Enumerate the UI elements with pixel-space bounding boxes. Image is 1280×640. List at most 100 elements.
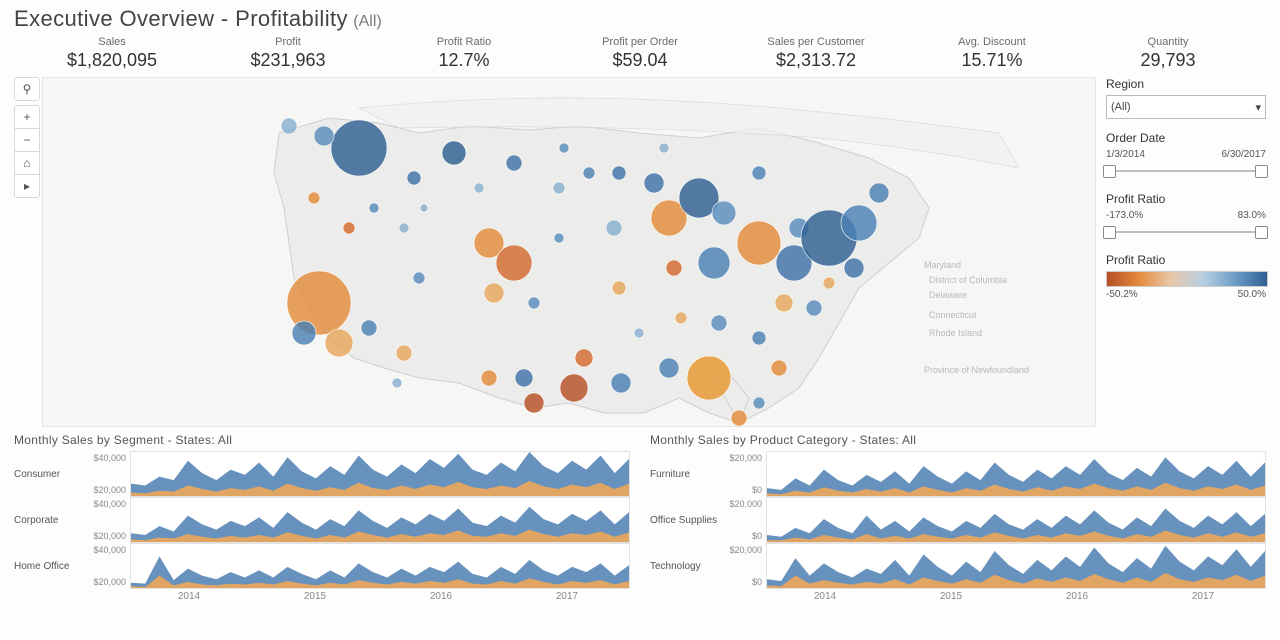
kpi-label: Profit Ratio bbox=[376, 36, 552, 48]
svg-text:Province of Newfoundland: Province of Newfoundland bbox=[924, 365, 1029, 375]
order-date-min: 1/3/2014 bbox=[1106, 149, 1145, 160]
svg-text:Delaware: Delaware bbox=[929, 290, 967, 300]
profit-ratio-filter: Profit Ratio -173.0% 83.0% bbox=[1106, 192, 1266, 241]
profit-ratio-slider[interactable] bbox=[1106, 221, 1266, 241]
kpi-row: Sales $1,820,095Profit $231,963Profit Ra… bbox=[0, 32, 1280, 77]
chart-row: Corporate$40,000$20,000 bbox=[14, 497, 630, 543]
home-icon[interactable]: ⌂ bbox=[15, 152, 39, 175]
filter-panel: Region (All) ▾ Order Date 1/3/2014 6/30/… bbox=[1096, 77, 1266, 427]
map-toolbar: ⚲ + − ⌂ ▸ bbox=[14, 77, 42, 427]
profit-ratio-handle-max[interactable] bbox=[1255, 226, 1268, 239]
profit-ratio-min: -173.0% bbox=[1106, 210, 1143, 221]
area-chart[interactable] bbox=[766, 497, 1266, 543]
svg-text:Maryland: Maryland bbox=[924, 260, 961, 270]
map-canvas: Maryland District of Columbia Delaware Conn… bbox=[43, 78, 1095, 426]
category-charts: Monthly Sales by Product Category - Stat… bbox=[650, 433, 1266, 602]
chart-row: Home Office$40,000$20,000 bbox=[14, 543, 630, 589]
kpi-tile: Sales $1,820,095 bbox=[24, 36, 200, 71]
kpi-value: $1,820,095 bbox=[24, 50, 200, 71]
color-legend: Profit Ratio -50.2% 50.0% bbox=[1106, 253, 1266, 300]
kpi-tile: Profit $231,963 bbox=[200, 36, 376, 71]
region-selected: (All) bbox=[1111, 101, 1131, 113]
y-axis-labels: $20,000$0 bbox=[718, 497, 766, 543]
order-date-handle-min[interactable] bbox=[1103, 165, 1116, 178]
order-date-max: 6/30/2017 bbox=[1222, 149, 1267, 160]
region-dropdown[interactable]: (All) ▾ bbox=[1106, 95, 1266, 119]
category-chart-title: Monthly Sales by Product Category - Stat… bbox=[650, 433, 1266, 447]
segment-chart-title: Monthly Sales by Segment - States: All bbox=[14, 433, 630, 447]
chevron-down-icon: ▾ bbox=[1255, 101, 1261, 114]
kpi-label: Quantity bbox=[1080, 36, 1256, 48]
chart-row-label: Furniture bbox=[650, 451, 718, 497]
legend-gradient bbox=[1106, 271, 1268, 287]
segment-charts: Monthly Sales by Segment - States: All C… bbox=[14, 433, 630, 602]
y-axis-labels: $40,000$20,000 bbox=[82, 451, 130, 497]
area-chart[interactable] bbox=[130, 451, 630, 497]
pan-icon[interactable]: ▸ bbox=[15, 175, 39, 197]
kpi-value: $2,313.72 bbox=[728, 50, 904, 71]
profit-ratio-handle-min[interactable] bbox=[1103, 226, 1116, 239]
kpi-value: $231,963 bbox=[200, 50, 376, 71]
page-title-scope: (All) bbox=[353, 13, 381, 30]
order-date-handle-max[interactable] bbox=[1255, 165, 1268, 178]
kpi-tile: Quantity 29,793 bbox=[1080, 36, 1256, 71]
kpi-value: 29,793 bbox=[1080, 50, 1256, 71]
x-tick: 2016 bbox=[430, 591, 452, 602]
zoom-in-button[interactable]: + bbox=[15, 106, 39, 129]
chart-row-label: Technology bbox=[650, 543, 718, 589]
legend-min: -50.2% bbox=[1106, 289, 1138, 300]
x-tick: 2015 bbox=[940, 591, 962, 602]
profitability-map[interactable]: Maryland District of Columbia Delaware Conn… bbox=[42, 77, 1096, 427]
chart-row: Consumer$40,000$20,000 bbox=[14, 451, 630, 497]
kpi-label: Avg. Discount bbox=[904, 36, 1080, 48]
svg-text:District of Columbia: District of Columbia bbox=[929, 275, 1007, 285]
x-tick: 2017 bbox=[1192, 591, 1214, 602]
page-title: Executive Overview - Profitability bbox=[14, 6, 348, 31]
area-chart[interactable] bbox=[130, 497, 630, 543]
order-date-filter: Order Date 1/3/2014 6/30/2017 bbox=[1106, 131, 1266, 180]
kpi-tile: Profit per Order $59.04 bbox=[552, 36, 728, 71]
x-tick: 2014 bbox=[814, 591, 836, 602]
area-chart[interactable] bbox=[130, 543, 630, 589]
y-axis-labels: $40,000$20,000 bbox=[82, 497, 130, 543]
kpi-label: Profit bbox=[200, 36, 376, 48]
x-tick: 2017 bbox=[556, 591, 578, 602]
kpi-value: 12.7% bbox=[376, 50, 552, 71]
legend-max: 50.0% bbox=[1238, 289, 1266, 300]
region-filter: Region (All) ▾ bbox=[1106, 77, 1266, 119]
chart-row-label: Home Office bbox=[14, 543, 82, 589]
search-icon[interactable]: ⚲ bbox=[15, 78, 39, 100]
charts-band: Monthly Sales by Segment - States: All C… bbox=[0, 427, 1280, 602]
kpi-value: 15.71% bbox=[904, 50, 1080, 71]
chart-row: Office Supplies$20,000$0 bbox=[650, 497, 1266, 543]
kpi-tile: Avg. Discount 15.71% bbox=[904, 36, 1080, 71]
x-tick: 2015 bbox=[304, 591, 326, 602]
kpi-label: Profit per Order bbox=[552, 36, 728, 48]
y-axis-labels: $40,000$20,000 bbox=[82, 543, 130, 589]
chart-row-label: Corporate bbox=[14, 497, 82, 543]
title-bar: Executive Overview - Profitability (All) bbox=[0, 0, 1280, 32]
y-axis-labels: $20,000$0 bbox=[718, 543, 766, 589]
order-date-label: Order Date bbox=[1106, 131, 1266, 145]
zoom-out-button[interactable]: − bbox=[15, 129, 39, 152]
kpi-label: Sales per Customer bbox=[728, 36, 904, 48]
chart-row-label: Office Supplies bbox=[650, 497, 718, 543]
region-label: Region bbox=[1106, 77, 1266, 91]
profit-ratio-max: 83.0% bbox=[1238, 210, 1266, 221]
svg-text:Rhode Island: Rhode Island bbox=[929, 328, 982, 338]
map-band: ⚲ + − ⌂ ▸ Maryland District of Columbia De… bbox=[0, 77, 1280, 427]
chart-row: Furniture$20,000$0 bbox=[650, 451, 1266, 497]
svg-text:Connecticut: Connecticut bbox=[929, 310, 977, 320]
chart-row-label: Consumer bbox=[14, 451, 82, 497]
y-axis-labels: $20,000$0 bbox=[718, 451, 766, 497]
legend-label: Profit Ratio bbox=[1106, 253, 1266, 267]
kpi-tile: Sales per Customer $2,313.72 bbox=[728, 36, 904, 71]
kpi-tile: Profit Ratio 12.7% bbox=[376, 36, 552, 71]
order-date-slider[interactable] bbox=[1106, 160, 1266, 180]
area-chart[interactable] bbox=[766, 451, 1266, 497]
chart-row: Technology$20,000$0 bbox=[650, 543, 1266, 589]
kpi-label: Sales bbox=[24, 36, 200, 48]
profit-ratio-label: Profit Ratio bbox=[1106, 192, 1266, 206]
x-tick: 2014 bbox=[178, 591, 200, 602]
area-chart[interactable] bbox=[766, 543, 1266, 589]
